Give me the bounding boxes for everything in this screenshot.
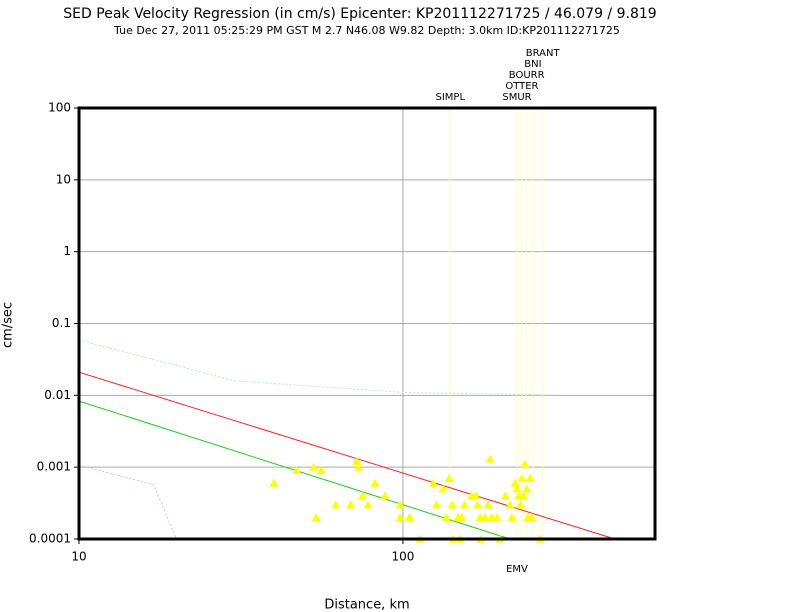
- station-label: EMV: [506, 564, 528, 575]
- data-point: [363, 500, 373, 509]
- x-axis-label: Distance, km: [324, 598, 409, 612]
- data-point: [380, 491, 390, 500]
- data-point: [516, 500, 526, 509]
- y-axis-label: cm/sec: [1, 302, 16, 348]
- data-point: [492, 512, 502, 521]
- data-point: [357, 491, 367, 500]
- y-tick-label: 100: [48, 101, 71, 115]
- data-point: [441, 512, 451, 521]
- data-point: [444, 473, 454, 482]
- station-label: BOURR: [509, 70, 545, 81]
- y-tick-label: 1: [63, 244, 71, 258]
- chart-subtitle: Tue Dec 27, 2011 05:25:29 PM GST M 2.7 N…: [113, 24, 620, 37]
- chart-title: SED Peak Velocity Regression (in cm/s) E…: [63, 6, 656, 22]
- y-tick-label: 0.01: [44, 388, 71, 402]
- data-point: [346, 500, 356, 509]
- data-point: [520, 459, 530, 468]
- data-point: [428, 478, 438, 487]
- data-point: [473, 500, 483, 509]
- y-tick-label: 0.0001: [29, 532, 71, 546]
- data-point: [485, 454, 495, 463]
- data-point: [522, 484, 532, 493]
- data-point: [316, 465, 326, 475]
- data-point: [432, 500, 442, 509]
- data-point: [460, 500, 470, 509]
- data-point: [269, 478, 279, 487]
- data-point: [525, 473, 535, 482]
- data-point: [517, 473, 527, 482]
- data-point: [519, 491, 529, 500]
- data-point: [457, 512, 467, 521]
- regression-line: [78, 371, 615, 540]
- station-label: OTTER: [505, 81, 538, 92]
- station-label: SMUR: [502, 92, 531, 103]
- y-tick-label: 0.001: [37, 460, 71, 474]
- data-point: [354, 462, 364, 471]
- plot-frame: [77, 106, 657, 541]
- regression-line: [78, 339, 558, 396]
- data-point: [512, 484, 522, 493]
- regression-line: [78, 464, 177, 540]
- station-label: SIMPL: [436, 92, 466, 103]
- data-point: [483, 500, 493, 509]
- y-tick-label: 10: [56, 172, 71, 186]
- data-point: [438, 484, 448, 493]
- data-point: [500, 491, 510, 500]
- data-point: [527, 512, 537, 521]
- data-point: [331, 500, 341, 509]
- data-point: [395, 500, 405, 509]
- data-point: [507, 512, 517, 521]
- data-point: [405, 512, 415, 521]
- data-point: [447, 500, 457, 509]
- data-point: [480, 512, 490, 521]
- x-tick-label: 10: [71, 550, 86, 564]
- station-label: BNI: [524, 59, 541, 70]
- data-point: [370, 478, 380, 487]
- x-tick-label: 100: [391, 550, 414, 564]
- data-point: [505, 500, 515, 509]
- data-point: [510, 478, 520, 487]
- data-point: [292, 465, 302, 475]
- data-point: [309, 462, 319, 471]
- data-point: [471, 491, 481, 500]
- data-point: [352, 456, 362, 466]
- data-point: [395, 512, 405, 521]
- data-point: [311, 512, 321, 521]
- station-label: BRANT: [526, 48, 561, 59]
- y-tick-label: 0.1: [52, 316, 71, 330]
